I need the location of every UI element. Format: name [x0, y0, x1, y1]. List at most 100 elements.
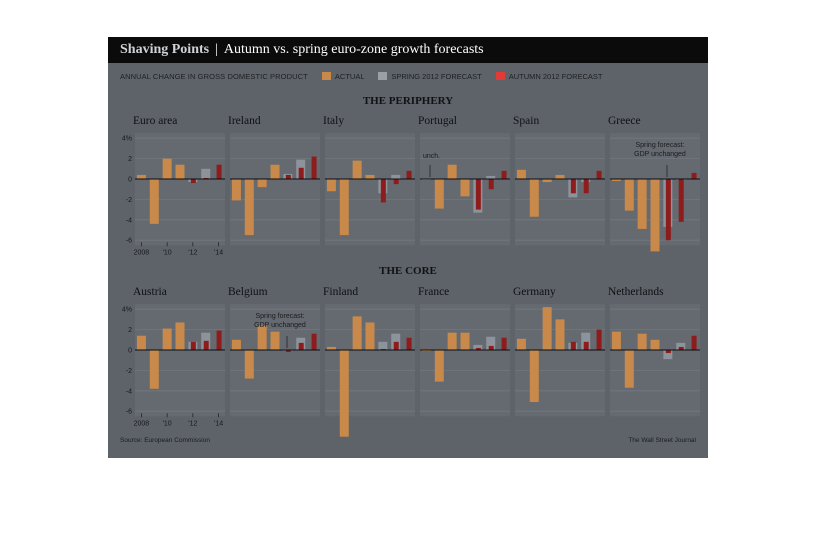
country-label-germany: Germany: [513, 286, 556, 298]
title-bar: Shaving Points | Autumn vs. spring euro-zo…: [108, 37, 708, 63]
bar-actual-belgium: [257, 325, 267, 350]
chart-figure: Shaving Points | Autumn vs. spring euro-zo…: [108, 37, 708, 458]
legend-swatch-actual: [321, 72, 331, 80]
bar-spring-finland: [378, 341, 388, 350]
bar-autumn-ireland: [298, 167, 304, 179]
bar-actual-germany: [555, 319, 565, 350]
legend-swatch-autumn: [495, 72, 505, 80]
y-tick-label: -2: [126, 368, 132, 375]
y-tick-label: 4%: [122, 307, 132, 314]
bar-autumn-spain: [596, 170, 602, 179]
bar-actual-austria: [136, 335, 146, 350]
x-tick-label: 2008: [134, 249, 150, 256]
bar-autumn-austria: [203, 340, 209, 350]
bar-autumn-euro-area: [216, 164, 222, 179]
bar-autumn-portugal: [501, 170, 507, 179]
bar-autumn-austria: [216, 330, 222, 350]
bar-actual-france: [421, 350, 431, 352]
bar-spring-netherlands: [663, 350, 673, 360]
y-tick-label: 2: [128, 156, 132, 163]
x-tick-label: '12: [188, 420, 197, 427]
bar-actual-italy: [352, 160, 362, 179]
title-separator: |: [215, 42, 218, 57]
panel-note-portugal: unch.: [423, 153, 440, 160]
country-label-austria: Austria: [133, 286, 167, 298]
x-tick-label: '10: [163, 420, 172, 427]
bar-actual-france: [460, 332, 470, 350]
bar-autumn-italy: [380, 179, 386, 203]
bar-actual-ireland: [257, 179, 267, 188]
bar-actual-belgium: [231, 339, 241, 350]
bar-spring-netherlands: [676, 342, 686, 350]
bar-autumn-ireland: [285, 174, 291, 179]
legend: ANNUAL CHANGE IN GROSS DOMESTIC PRODUCT …: [120, 71, 700, 83]
bar-autumn-portugal: [488, 179, 494, 190]
panel-bg-finland: [325, 304, 415, 417]
panel-bg-spain: [515, 133, 605, 246]
bar-autumn-ireland: [311, 156, 317, 179]
country-label-italy: Italy: [323, 115, 345, 127]
legend-swatch-spring: [378, 72, 388, 80]
bar-actual-greece: [650, 179, 660, 252]
y-tick-label: 0: [128, 348, 132, 355]
bar-spring-euro-area: [201, 168, 211, 179]
bar-actual-greece: [637, 179, 647, 229]
bar-actual-ireland: [270, 164, 280, 179]
section-title-periphery: THE PERIPHERY: [362, 95, 454, 107]
bar-actual-netherlands: [624, 350, 634, 388]
bar-autumn-belgium: [285, 350, 291, 353]
x-tick-label: 2008: [134, 420, 150, 427]
bar-autumn-finland: [406, 337, 412, 350]
bar-actual-spain: [516, 169, 526, 179]
y-tick-label: 2: [128, 327, 132, 334]
panel-bg-netherlands: [610, 304, 700, 417]
country-label-greece: Greece: [608, 115, 641, 127]
bar-actual-finland: [365, 322, 375, 350]
bar-actual-belgium: [244, 350, 254, 379]
bar-autumn-france: [475, 347, 481, 350]
bar-actual-germany: [542, 307, 552, 350]
chart-title: Autumn vs. spring euro-zone growth forec…: [223, 42, 484, 57]
bar-autumn-germany: [570, 341, 576, 350]
bar-actual-euro-area: [175, 164, 185, 179]
panel-bg-italy: [325, 133, 415, 246]
country-label-portugal: Portugal: [418, 115, 457, 127]
bar-autumn-italy: [406, 170, 412, 179]
y-tick-label: -4: [126, 217, 132, 224]
legend-label-actual: ACTUAL: [334, 72, 365, 81]
bar-actual-france: [447, 332, 457, 350]
y-tick-label: -2: [126, 197, 132, 204]
panel-bg-belgium: [230, 304, 320, 417]
bar-autumn-greece: [665, 179, 671, 241]
x-tick-label: '14: [214, 249, 223, 256]
bar-autumn-finland: [393, 341, 399, 350]
bar-actual-ireland: [244, 179, 254, 236]
x-tick-label: '12: [188, 249, 197, 256]
bar-autumn-greece: [691, 172, 697, 179]
country-label-netherlands: Netherlands: [608, 286, 664, 298]
section-title-core: THE CORE: [379, 265, 437, 277]
bar-spring-germany: [581, 332, 591, 350]
bar-actual-spain: [529, 179, 539, 217]
legend-label-autumn: AUTUMN 2012 FORECAST: [508, 72, 603, 81]
y-tick-label: -6: [126, 409, 132, 416]
x-tick-label: '14: [214, 420, 223, 427]
legend-measure-label: ANNUAL CHANGE IN GROSS DOMESTIC PRODUCT: [120, 72, 308, 81]
bar-autumn-euro-area: [203, 177, 209, 179]
bar-actual-portugal: [460, 179, 470, 197]
bar-actual-ireland: [231, 179, 241, 201]
panel-bg-france: [420, 304, 510, 417]
bar-autumn-austria: [190, 341, 196, 350]
bar-actual-finland: [339, 350, 349, 437]
bar-actual-germany: [516, 338, 526, 350]
panel-bg-austria: [135, 304, 225, 417]
country-label-belgium: Belgium: [228, 286, 268, 298]
bar-autumn-italy: [393, 179, 399, 185]
country-label-euro-area: Euro area: [133, 115, 178, 127]
bar-autumn-finland: [380, 348, 386, 350]
y-tick-label: 0: [128, 177, 132, 184]
legend-label-spring: SPRING 2012 FORECAST: [391, 72, 482, 81]
bar-actual-portugal: [434, 179, 444, 209]
bar-actual-italy: [339, 179, 349, 236]
